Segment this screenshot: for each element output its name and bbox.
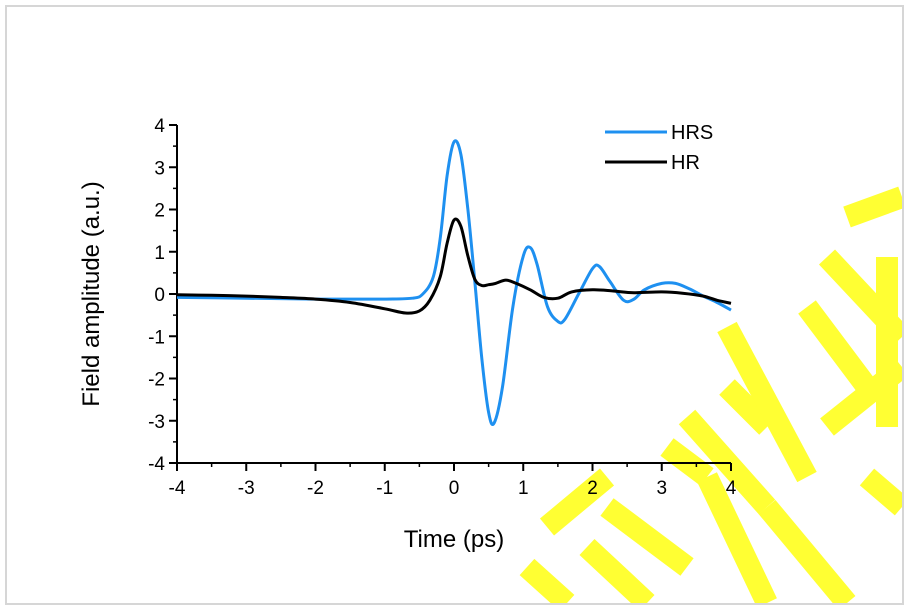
- y-tick-label: -2: [148, 370, 165, 391]
- y-tick-label: 3: [154, 158, 165, 179]
- x-tick-label: 4: [726, 478, 737, 499]
- legend-label-hr: HR: [671, 152, 700, 174]
- axes: [176, 125, 731, 464]
- watermark-stroke: [519, 558, 575, 603]
- watermark-graphic: [519, 186, 902, 603]
- watermark-stroke: [717, 321, 817, 483]
- x-tick-label: 1: [518, 478, 529, 499]
- y-tick-label: -1: [148, 327, 165, 348]
- y-tick-label: 1: [154, 243, 165, 264]
- y-ticks: -4 -3 -2 -1 0 1 2 3 4: [148, 116, 177, 475]
- y-tick-label: 2: [154, 201, 165, 222]
- x-axis-label: Time (ps): [404, 526, 504, 553]
- x-tick-label: -4: [169, 478, 186, 499]
- x-tick-label: -1: [376, 478, 393, 499]
- watermark-stroke: [859, 468, 902, 516]
- watermark-stroke: [843, 186, 902, 228]
- x-tick-label: 0: [449, 478, 460, 499]
- x-tick-label: -2: [307, 478, 324, 499]
- series-line-hrs: [176, 139, 732, 427]
- watermark-stroke: [539, 468, 615, 536]
- series-layer: [176, 139, 732, 427]
- legend: HRS HR: [605, 122, 713, 174]
- watermark-stroke: [798, 300, 876, 394]
- x-tick-label: -3: [238, 478, 255, 499]
- series-line-hr: [176, 217, 732, 315]
- y-axis-label: Field amplitude (a.u.): [78, 181, 105, 406]
- watermark-stroke: [697, 472, 777, 603]
- line-chart: -4 -3 -2 -1 0 1 2 3 4 -4 -3 -2 -1 0 1 2 3 4 Time (ps) Fi…: [78, 116, 902, 603]
- x-ticks: -4 -3 -2 -1 0 1 2 3 4: [169, 463, 737, 499]
- watermark-stroke: [758, 499, 856, 603]
- x-tick-label: 3: [656, 478, 667, 499]
- y-tick-label: -4: [148, 454, 165, 475]
- legend-label-hrs: HRS: [671, 122, 713, 144]
- watermark-stroke: [719, 379, 775, 435]
- y-tick-label: 4: [154, 116, 165, 137]
- chart-frame: -4 -3 -2 -1 0 1 2 3 4 -4 -3 -2 -1 0 1 2 3 4 Time (ps) Fi…: [5, 5, 904, 605]
- watermark-stroke: [579, 538, 655, 603]
- x-tick-label: 2: [587, 478, 598, 499]
- y-tick-label: -3: [148, 412, 165, 433]
- y-tick-label: 0: [154, 285, 165, 306]
- watermark-stroke: [600, 498, 694, 576]
